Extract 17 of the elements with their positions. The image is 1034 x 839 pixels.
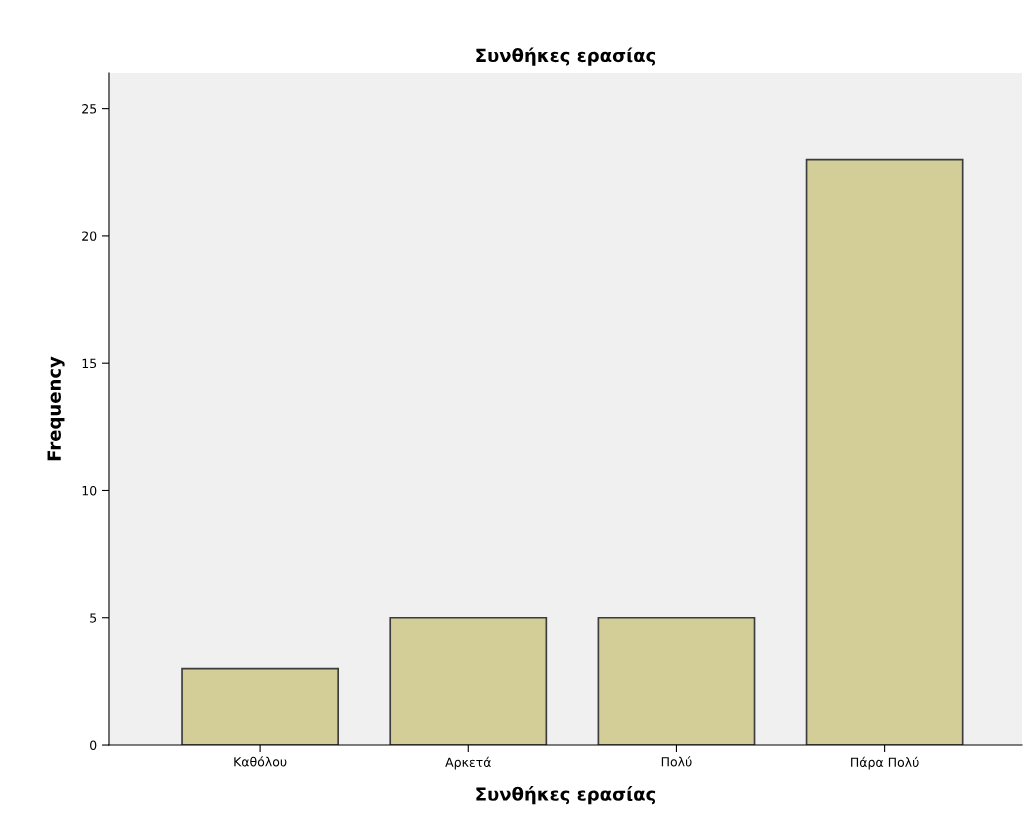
x-tick-label: Πολύ <box>661 756 692 767</box>
x-tick-label: Καθόλου <box>234 756 287 767</box>
bar <box>597 616 756 746</box>
y-tick-label: 25 <box>82 104 97 114</box>
x-tick-label: Αρκετά <box>445 756 491 770</box>
bar <box>805 158 964 746</box>
bar <box>389 616 548 746</box>
x-tick-label: Πάρα Πολύ <box>851 756 919 770</box>
chart-title: Συνθήκες ερασίας <box>476 47 656 66</box>
y-tick-label: 20 <box>82 231 97 241</box>
y-tick-label: 0 <box>90 740 97 750</box>
x-axis-title: Συνθήκες ερασίας <box>476 786 656 805</box>
y-tick-label: 15 <box>82 358 97 369</box>
bar <box>181 667 340 746</box>
y-tick-label: 10 <box>82 485 97 496</box>
y-tick-label: 5 <box>90 613 97 623</box>
y-axis-title: Frequency <box>47 356 65 461</box>
